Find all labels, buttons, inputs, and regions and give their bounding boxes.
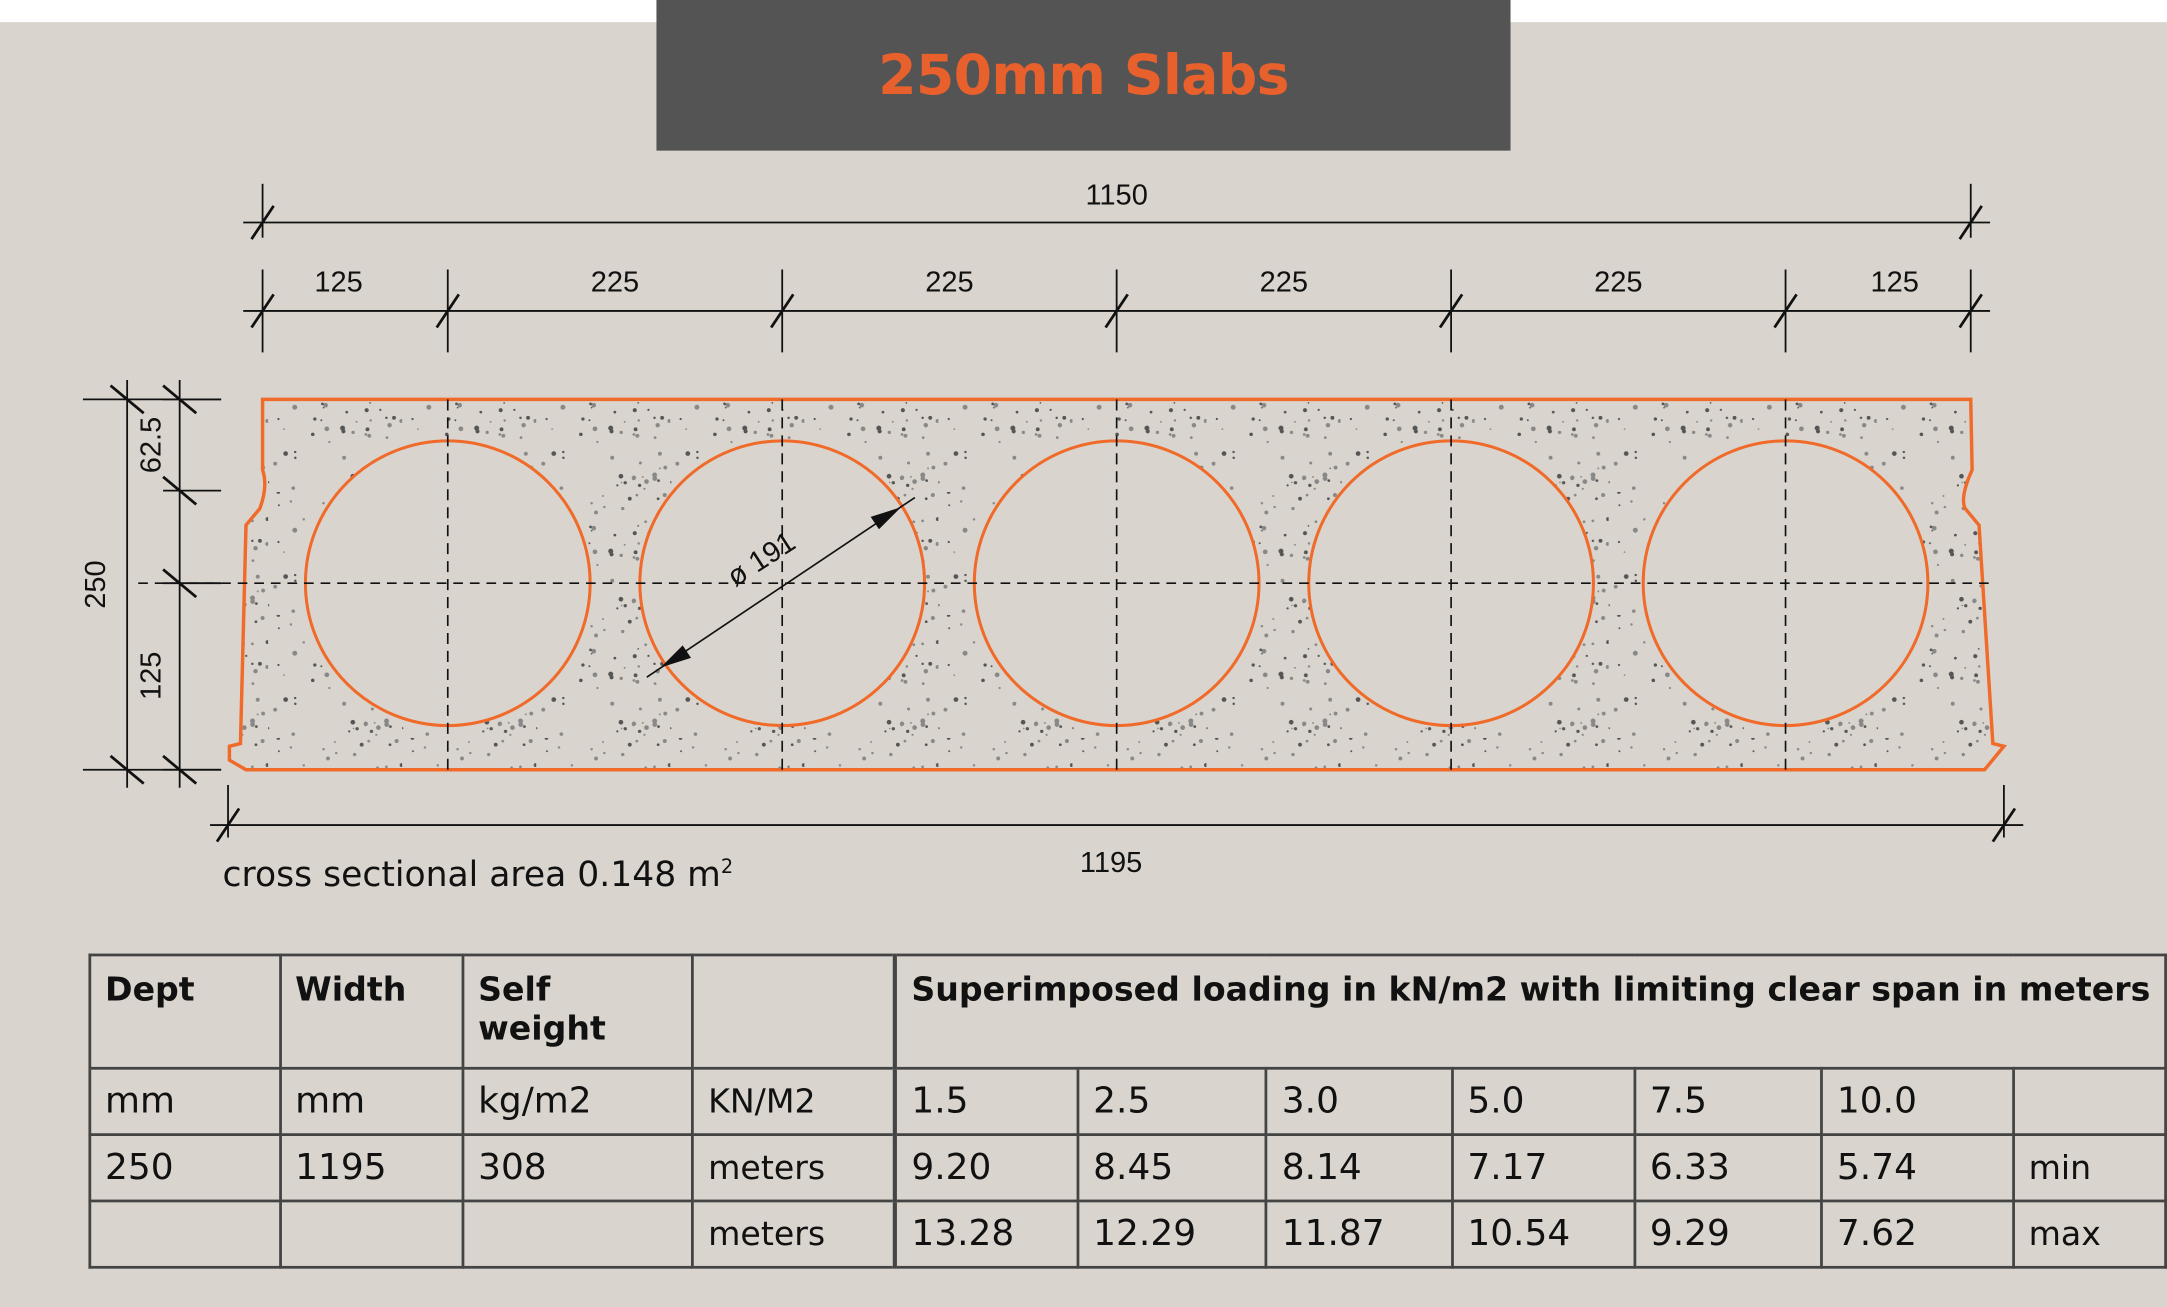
table-row-units: mm mm kg/m2 KN/M2 1.5 2.5 3.0 5.0 7.5 10.0 (88, 1066, 2167, 1137)
table-row-min: 250 1195 308 meters 9.20 8.45 8.14 7.17 6.33 5.74… (88, 1133, 2167, 1203)
dim-segment: 225 (1260, 267, 1308, 299)
table-cell: 11.87 (1265, 1199, 1454, 1269)
table-cell: KN/M2 (691, 1066, 897, 1137)
dim-segment: 225 (1594, 267, 1642, 299)
area-superscript: 2 (720, 856, 734, 879)
table-cell: 6.33 (1633, 1133, 1824, 1203)
header-cell: Self weight (461, 953, 695, 1070)
header-cell (691, 953, 897, 1070)
table-cell (461, 1199, 695, 1269)
table-cell: max (2011, 1199, 2167, 1269)
table-cell: meters (691, 1133, 897, 1203)
table-cell (88, 1199, 282, 1269)
table-cell: 9.20 (893, 1133, 1080, 1203)
table-cell: 8.14 (1265, 1133, 1454, 1203)
cross-sectional-area: cross sectional area 0.148 m2 (223, 854, 734, 894)
dim-half-height: 125 (135, 652, 167, 700)
table-cell: mm (278, 1066, 465, 1137)
table-cell: 9.29 (1633, 1199, 1824, 1269)
area-text: cross sectional area 0.148 m (222, 854, 721, 895)
table-cell: 12.29 (1076, 1199, 1268, 1269)
table-cell: min (2011, 1133, 2167, 1203)
table-cell: meters (691, 1199, 897, 1269)
table-cell: 8.45 (1076, 1133, 1268, 1203)
dim-overall-bottom: 1195 (1080, 847, 1142, 879)
title-banner: 250mm Slabs (656, 0, 1511, 151)
table-cell: 1.5 (893, 1066, 1080, 1137)
table-cell: 7.17 (1450, 1133, 1637, 1203)
table-cell: kg/m2 (461, 1066, 695, 1137)
dim-overall-top: 1150 (1085, 180, 1147, 212)
header-cell: Width (278, 953, 465, 1070)
dim-segment: 125 (1871, 267, 1919, 299)
table-cell: 2.5 (1076, 1066, 1268, 1137)
table-cell: 7.62 (1820, 1199, 2015, 1269)
table-row-max: meters 13.28 12.29 11.87 10.54 9.29 7.62 max (88, 1199, 2167, 1269)
table-cell: 5.74 (1820, 1133, 2015, 1203)
arrow-head (870, 507, 902, 530)
table-header-row: Dept Width Self weight Superimposed load… (88, 953, 2167, 1070)
table-cell: 10.0 (1820, 1066, 2015, 1137)
dim-segment: 225 (591, 267, 639, 299)
table-cell (2011, 1066, 2167, 1137)
loading-table: Dept Width Self weight Superimposed load… (88, 953, 2167, 1269)
diameter-line (646, 496, 916, 678)
table-cell: mm (88, 1066, 282, 1137)
header-cell: Dept (88, 953, 282, 1070)
table-cell: 250 (88, 1133, 282, 1203)
table-cell: 308 (461, 1133, 695, 1203)
table-cell: 3.0 (1265, 1066, 1454, 1137)
table-cell (278, 1199, 465, 1269)
arrow-head (660, 645, 691, 668)
table-cell: 13.28 (893, 1199, 1080, 1269)
dim-segment: 225 (925, 267, 973, 299)
header-cell: Superimposed loading in kN/m2 with limit… (893, 953, 2167, 1070)
table-cell: 10.54 (1450, 1199, 1637, 1269)
table-cell: 5.0 (1450, 1066, 1637, 1137)
page-title: 250mm Slabs (878, 43, 1289, 108)
dim-segment: 125 (314, 267, 362, 299)
dim-height: 250 (80, 560, 112, 608)
table-cell: 7.5 (1633, 1066, 1824, 1137)
dim-top-cover: 62.5 (135, 417, 167, 473)
table-cell: 1195 (278, 1133, 465, 1203)
